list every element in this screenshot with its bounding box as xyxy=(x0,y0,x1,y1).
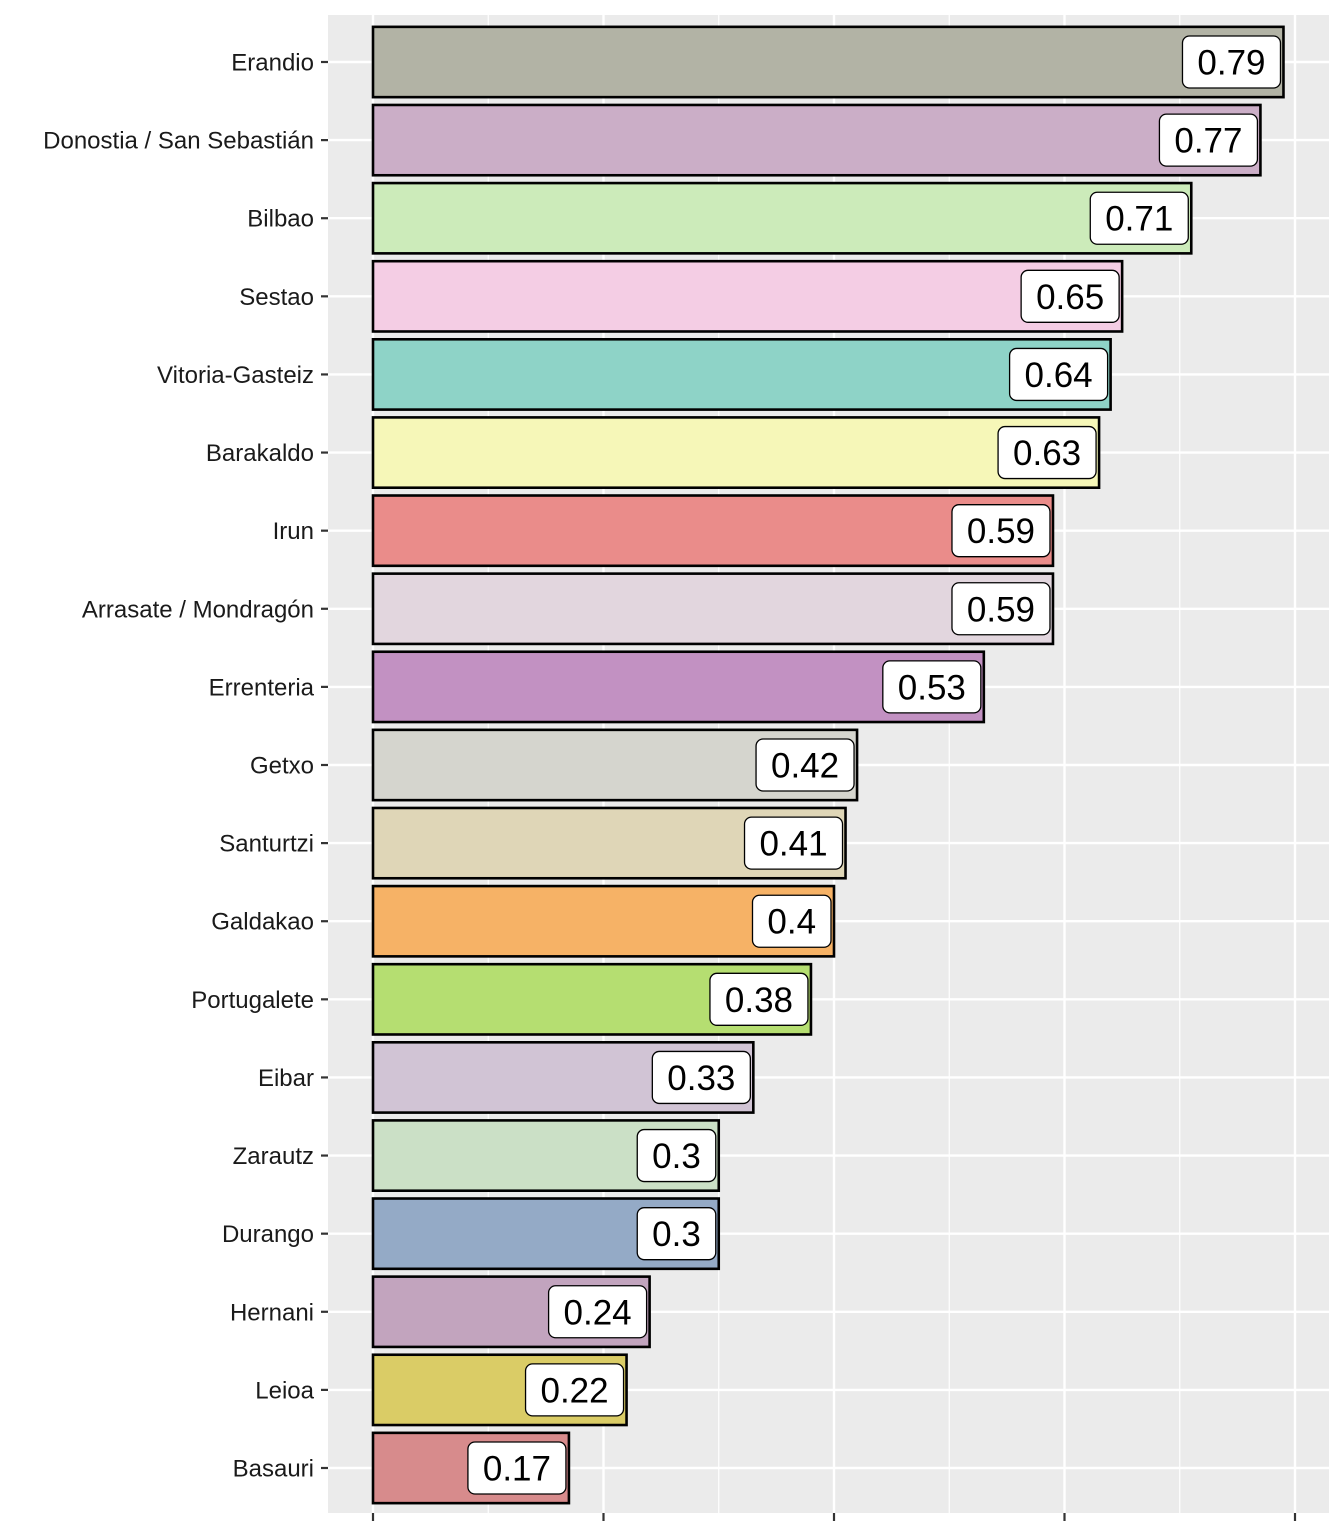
value-label: 0.38 xyxy=(709,972,809,1026)
y-tick-label: Hernani xyxy=(230,1299,314,1326)
value-label-box xyxy=(1020,269,1120,323)
value-label: 0.4 xyxy=(751,894,832,948)
value-label-text: 0.53 xyxy=(898,668,966,707)
y-tick-label: Barakaldo xyxy=(206,440,314,467)
value-label-box xyxy=(1089,191,1189,245)
value-label-text: 0.38 xyxy=(725,981,793,1020)
bar xyxy=(371,103,1262,177)
value-label: 0.63 xyxy=(997,425,1097,480)
y-tick-label: Sestao xyxy=(239,284,314,311)
value-label-text: 0.4 xyxy=(767,903,816,942)
value-label: 0.24 xyxy=(547,1285,648,1339)
value-label: 0.71 xyxy=(1089,191,1189,245)
value-label: 0.64 xyxy=(1008,347,1109,402)
y-tick-label: Getxo xyxy=(250,753,314,780)
value-label: 0.41 xyxy=(743,816,844,870)
value-label-text: 0.22 xyxy=(540,1371,608,1410)
bar xyxy=(371,181,1193,255)
value-label-box xyxy=(709,972,809,1026)
value-label-box xyxy=(467,1441,567,1495)
y-tick-label: Errenteria xyxy=(209,674,315,701)
value-label-text: 0.59 xyxy=(967,590,1035,629)
value-label-box xyxy=(1158,113,1259,167)
y-tick-label: Vitoria-Gasteiz xyxy=(157,362,314,389)
value-label-box xyxy=(882,660,982,714)
value-label: 0.3 xyxy=(636,1207,717,1261)
value-label: 0.17 xyxy=(467,1441,567,1495)
y-tick-label: Portugalete xyxy=(191,987,314,1014)
value-label-box xyxy=(636,1207,717,1261)
bar xyxy=(371,650,986,724)
value-label-box xyxy=(547,1285,648,1339)
value-label: 0.65 xyxy=(1020,269,1120,323)
value-label-box xyxy=(755,738,855,792)
value-label-text: 0.64 xyxy=(1025,356,1093,395)
value-label: 0.77 xyxy=(1158,113,1259,167)
value-label-text: 0.17 xyxy=(483,1450,551,1489)
value-label: 0.3 xyxy=(636,1128,717,1183)
value-label-box xyxy=(636,1128,717,1183)
value-label-text: 0.42 xyxy=(771,747,839,786)
value-label: 0.22 xyxy=(524,1363,625,1417)
bar xyxy=(371,572,1055,646)
bar xyxy=(371,416,1101,490)
y-axis: Erandio Donostia / San Sebastián Bilbao Ses… xyxy=(43,50,328,1483)
value-label-box xyxy=(751,894,832,948)
value-label-box xyxy=(1181,35,1282,89)
value-label-text: 0.63 xyxy=(1013,434,1081,473)
y-tick-label: Santurtzi xyxy=(219,831,314,858)
value-label-text: 0.79 xyxy=(1197,44,1265,83)
y-tick-label: Arrasate / Mondragón xyxy=(82,596,314,623)
value-label: 0.42 xyxy=(755,738,855,792)
x-axis xyxy=(371,1513,1297,1521)
value-label-text: 0.59 xyxy=(967,512,1035,551)
value-label-text: 0.24 xyxy=(564,1293,632,1332)
value-label-box xyxy=(951,582,1051,636)
y-tick-label: Erandio xyxy=(231,50,314,77)
y-tick-label: Irun xyxy=(273,518,314,545)
value-label-text: 0.3 xyxy=(652,1215,701,1254)
value-label-text: 0.77 xyxy=(1174,122,1242,161)
y-tick-label: Basauri xyxy=(233,1456,314,1483)
bar xyxy=(371,25,1285,99)
bar xyxy=(371,337,1112,411)
value-label-box xyxy=(1008,347,1109,402)
y-tick-label: Zarautz xyxy=(233,1143,314,1170)
bar xyxy=(371,259,1124,333)
value-label-box xyxy=(743,816,844,870)
y-tick-label: Durango xyxy=(222,1221,314,1248)
y-tick-label: Donostia / San Sebastián xyxy=(43,128,314,155)
value-label-box xyxy=(651,1050,751,1105)
value-label-text: 0.65 xyxy=(1036,278,1104,317)
y-tick-label: Bilbao xyxy=(247,206,314,233)
bar xyxy=(371,494,1055,568)
value-label-text: 0.3 xyxy=(652,1137,701,1176)
value-label-text: 0.33 xyxy=(667,1059,735,1098)
value-label-box xyxy=(997,425,1097,480)
value-label-text: 0.71 xyxy=(1105,200,1173,239)
value-label-box xyxy=(951,504,1051,558)
value-label: 0.33 xyxy=(651,1050,751,1105)
y-tick-label: Galdakao xyxy=(211,909,314,936)
value-label: 0.53 xyxy=(882,660,982,714)
value-label-box xyxy=(524,1363,625,1417)
value-label-text: 0.41 xyxy=(759,825,827,864)
y-tick-label: Leioa xyxy=(255,1377,314,1404)
value-label: 0.59 xyxy=(951,504,1051,558)
value-label: 0.79 xyxy=(1181,35,1282,89)
y-tick-label: Eibar xyxy=(258,1065,314,1092)
value-label: 0.59 xyxy=(951,582,1051,636)
value-labels: 0.790.770.710.650.640.630.590.590.530.42… xyxy=(467,35,1282,1495)
